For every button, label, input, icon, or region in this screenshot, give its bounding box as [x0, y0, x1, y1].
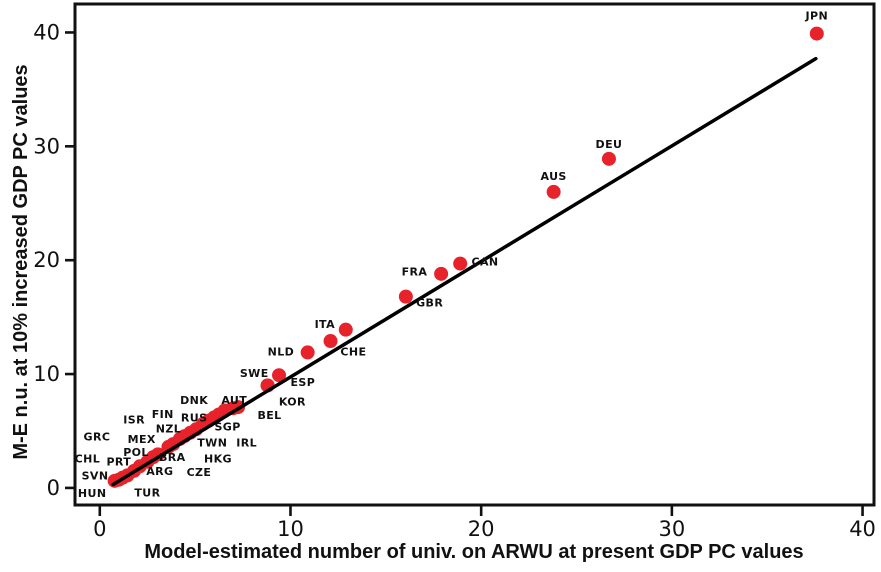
x-tick-label: 30 — [658, 517, 685, 541]
country-label-deu: DEU — [596, 138, 623, 151]
data-point-ita — [338, 322, 353, 337]
country-label-cze: CZE — [187, 466, 212, 479]
country-label-nld: NLD — [268, 345, 295, 358]
y-tick-label: 30 — [33, 134, 60, 158]
country-label-chl: CHL — [75, 452, 101, 465]
country-label-rus: RUS — [181, 411, 208, 424]
y-tick-label: 40 — [33, 20, 60, 44]
country-label-fra: FRA — [402, 266, 428, 279]
country-label-tur: TUR — [134, 486, 160, 499]
data-point-deu — [601, 151, 616, 166]
country-label-prt: PRT — [106, 456, 131, 469]
country-label-ita: ITA — [315, 318, 336, 331]
y-tick-label: 20 — [33, 248, 60, 272]
country-label-che: CHE — [340, 345, 366, 358]
data-points — [107, 26, 824, 488]
country-label-mex: MEX — [128, 433, 156, 446]
country-label-jpn: JPN — [805, 9, 829, 22]
country-label-bra: BRA — [159, 451, 186, 464]
data-point-fra — [434, 266, 449, 281]
country-label-gbr: GBR — [416, 296, 443, 309]
x-tick-label: 20 — [468, 517, 495, 541]
x-tick-label: 10 — [277, 517, 304, 541]
data-point-che — [323, 334, 338, 349]
x-tick-label: 40 — [849, 517, 876, 541]
country-label-grc: GRC — [84, 431, 111, 444]
country-label-fin: FIN — [152, 408, 174, 421]
y-tick-label: 0 — [47, 476, 60, 500]
y-axis-ticks: 0 10 20 30 40 — [33, 20, 74, 500]
country-label-nzl: NZL — [156, 423, 181, 436]
data-point-can — [453, 256, 468, 271]
plot-frame — [73, 2, 876, 507]
country-label-aut: AUT — [221, 394, 247, 407]
country-label-hkg: HKG — [204, 452, 232, 465]
country-label-can: CAN — [471, 255, 498, 268]
country-label-twn: TWN — [197, 436, 227, 449]
data-point-nld — [300, 345, 315, 360]
country-label-pol: POL — [123, 446, 149, 459]
y-axis-title: M-E n.u. at 10% increased GDP PC values — [10, 64, 32, 459]
trend-line — [111, 56, 818, 487]
country-label-arg: ARG — [146, 465, 173, 478]
data-point-hun — [107, 473, 122, 488]
country-label-irl: IRL — [236, 436, 257, 449]
country-label-swe: SWE — [240, 367, 269, 380]
x-tick-label: 0 — [93, 517, 106, 541]
country-label-kor: KOR — [279, 395, 306, 408]
country-label-dnk: DNK — [180, 394, 208, 407]
country-label-aus: AUS — [541, 170, 567, 183]
country-label-bel: BEL — [257, 409, 281, 422]
data-point-swe — [272, 368, 287, 383]
x-axis-ticks: 0 10 20 30 40 — [93, 506, 876, 541]
country-label-hun: HUN — [78, 487, 107, 500]
data-point-aus — [546, 184, 561, 199]
country-label-sgp: SGP — [214, 420, 240, 433]
country-label-isr: ISR — [123, 414, 145, 427]
y-tick-label: 10 — [33, 362, 60, 386]
data-point-gbr — [398, 289, 413, 304]
country-label-svn: SVN — [82, 469, 109, 482]
data-point-jpn — [809, 26, 824, 41]
country-label-esp: ESP — [291, 376, 316, 389]
x-axis-title: Model-estimated number of univ. on ARWU … — [144, 541, 803, 563]
